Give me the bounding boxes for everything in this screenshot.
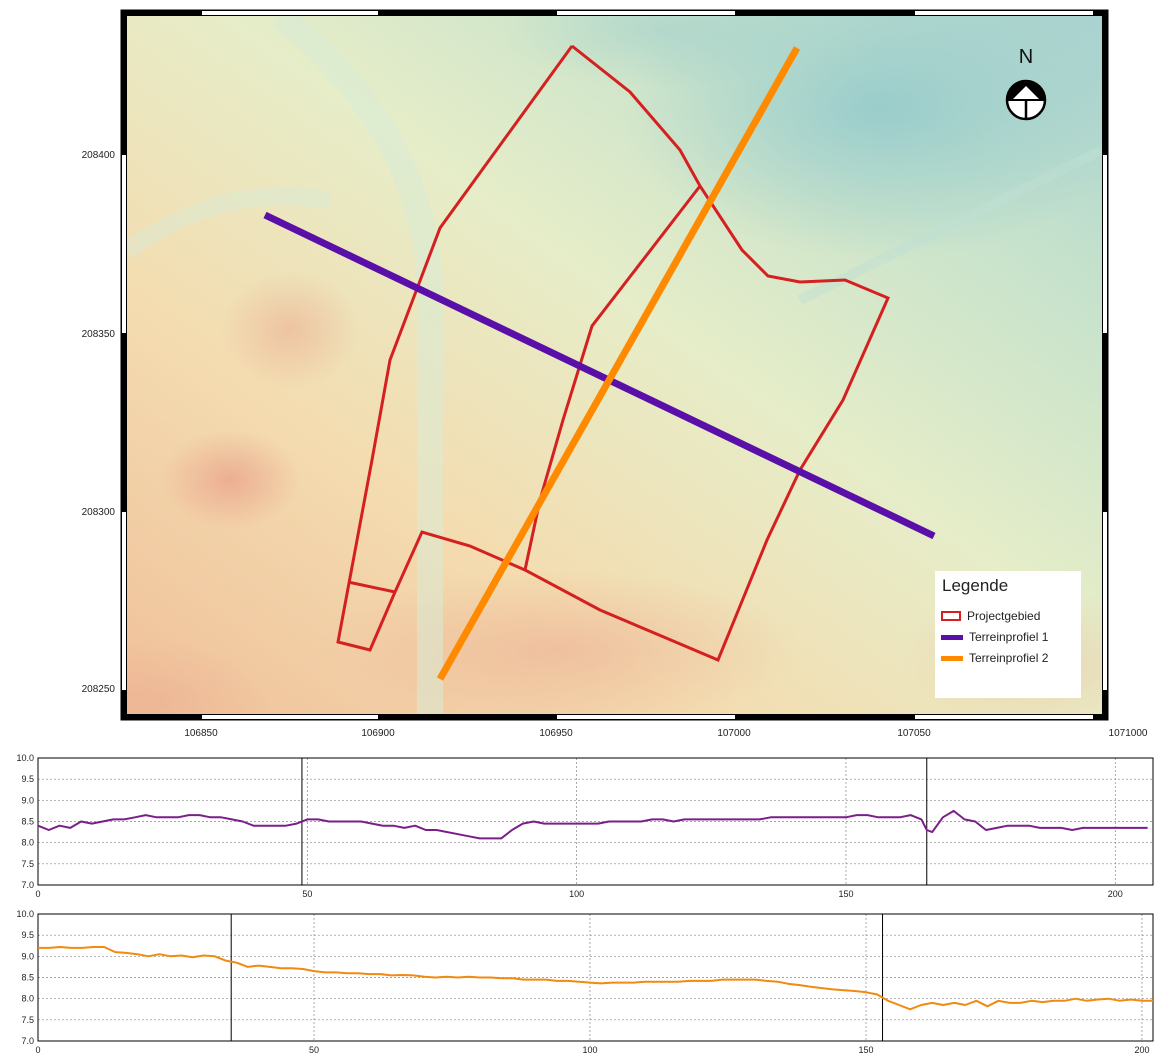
x-tick-label: 150 — [858, 1045, 873, 1055]
map-x-tick: 107000 — [717, 728, 751, 739]
map-x-tick: 1071000 — [1109, 728, 1148, 739]
y-tick-label: 8.0 — [21, 838, 34, 848]
map-x-tick: 106850 — [184, 728, 218, 739]
y-tick-label: 9.5 — [21, 930, 34, 940]
map-y-tick: 208350 — [82, 329, 116, 340]
x-tick-label: 100 — [569, 889, 584, 899]
y-tick-label: 8.5 — [21, 973, 34, 983]
x-tick-label: 50 — [302, 889, 312, 899]
terreinprofiel-1-chart: 7.0 7.5 8.0 8.5 9.0 9.5 10.0 0 50 100 150 200 — [0, 752, 1157, 902]
legend-item-label: Terreinprofiel 2 — [969, 651, 1048, 665]
map-y-tick: 208400 — [82, 150, 116, 161]
profile-series-line — [38, 811, 1148, 839]
map-y-tick: 208250 — [82, 684, 116, 695]
map-x-tick: 107050 — [897, 728, 931, 739]
legend-item-terreinprofiel-1: Terreinprofiel 1 — [941, 630, 1048, 644]
legend-title: Legende — [942, 576, 1008, 596]
y-tick-label: 10.0 — [16, 909, 34, 919]
x-tick-label: 200 — [1134, 1045, 1149, 1055]
x-tick-label: 150 — [838, 889, 853, 899]
map-y-tick: 208300 — [82, 507, 116, 518]
x-tick-label: 100 — [582, 1045, 597, 1055]
map-x-tick: 106950 — [539, 728, 573, 739]
legend: Legende Projectgebied Terreinprofiel 1 T… — [935, 571, 1081, 698]
map-x-tick: 106900 — [361, 728, 395, 739]
y-tick-label: 7.5 — [21, 1015, 34, 1025]
x-tick-label: 50 — [309, 1045, 319, 1055]
terreinprofiel-2-chart: 7.0 7.5 8.0 8.5 9.0 9.5 10.0 0 50 100 150 200 — [0, 908, 1157, 1060]
terreinprofiel-2-swatch — [941, 656, 963, 661]
y-tick-label: 7.5 — [21, 859, 34, 869]
y-tick-label: 7.0 — [21, 1036, 34, 1046]
north-arrow: N — [1004, 46, 1048, 124]
terreinprofiel-1-swatch — [941, 635, 963, 640]
y-tick-label: 9.0 — [21, 795, 34, 805]
y-tick-label: 9.0 — [21, 951, 34, 961]
x-tick-label: 0 — [35, 1045, 40, 1055]
north-label: N — [1004, 46, 1048, 69]
y-tick-label: 10.0 — [16, 753, 34, 763]
legend-item-label: Projectgebied — [967, 609, 1040, 623]
projectgebied-swatch — [941, 611, 961, 621]
x-tick-label: 0 — [35, 889, 40, 899]
y-tick-label: 7.0 — [21, 880, 34, 890]
legend-item-projectgebied: Projectgebied — [941, 609, 1040, 623]
compass-icon — [1004, 78, 1048, 122]
y-tick-label: 8.5 — [21, 817, 34, 827]
y-tick-label: 9.5 — [21, 774, 34, 784]
y-tick-label: 8.0 — [21, 994, 34, 1004]
x-tick-label: 200 — [1108, 889, 1123, 899]
legend-item-label: Terreinprofiel 1 — [969, 630, 1048, 644]
legend-item-terreinprofiel-2: Terreinprofiel 2 — [941, 651, 1048, 665]
